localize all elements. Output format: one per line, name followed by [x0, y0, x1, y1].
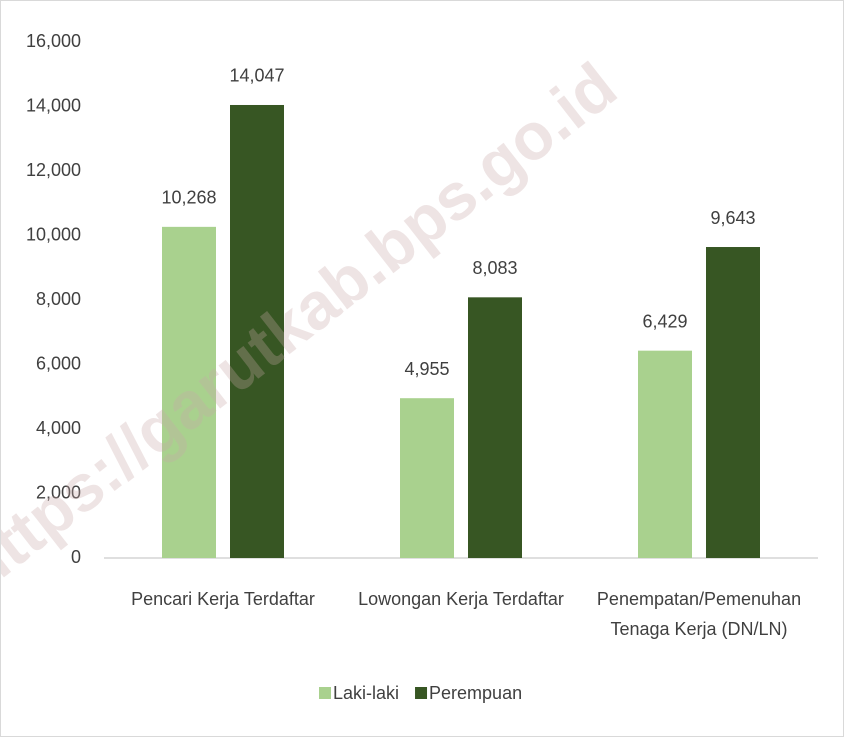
bar [400, 398, 454, 558]
bar [706, 247, 760, 558]
legend-label: Laki-laki [333, 683, 399, 703]
y-tick-label: 2,000 [36, 482, 81, 502]
data-label: 4,955 [404, 359, 449, 379]
bar [468, 297, 522, 558]
y-tick-label: 12,000 [26, 160, 81, 180]
x-tick-label: Penempatan/Pemenuhan Tenaga Kerja (DN/LN… [596, 589, 802, 639]
x-tick-label: Lowongan Kerja Terdaftar [358, 589, 564, 609]
data-label: 8,083 [472, 258, 517, 278]
y-tick-label: 14,000 [26, 95, 81, 115]
legend-swatch [319, 687, 331, 699]
y-tick-label: 10,000 [26, 224, 81, 244]
y-tick-label: 8,000 [36, 289, 81, 309]
x-tick-label: Pencari Kerja Terdaftar [131, 589, 315, 609]
y-tick-label: 6,000 [36, 353, 81, 373]
bar [162, 226, 216, 558]
data-label: 10,268 [161, 188, 216, 208]
data-label: 14,047 [229, 66, 284, 86]
legend-swatch [415, 687, 428, 699]
data-label: 6,429 [642, 311, 687, 331]
y-tick-label: 4,000 [36, 418, 81, 438]
y-tick-label: 0 [71, 547, 81, 567]
bar [638, 350, 692, 558]
data-label: 9,643 [710, 208, 755, 228]
legend-label: Perempuan [429, 683, 522, 703]
watermark: https://garutkab.bps.go.id [1, 48, 630, 605]
bar [230, 104, 284, 558]
y-tick-label: 16,000 [26, 31, 81, 51]
